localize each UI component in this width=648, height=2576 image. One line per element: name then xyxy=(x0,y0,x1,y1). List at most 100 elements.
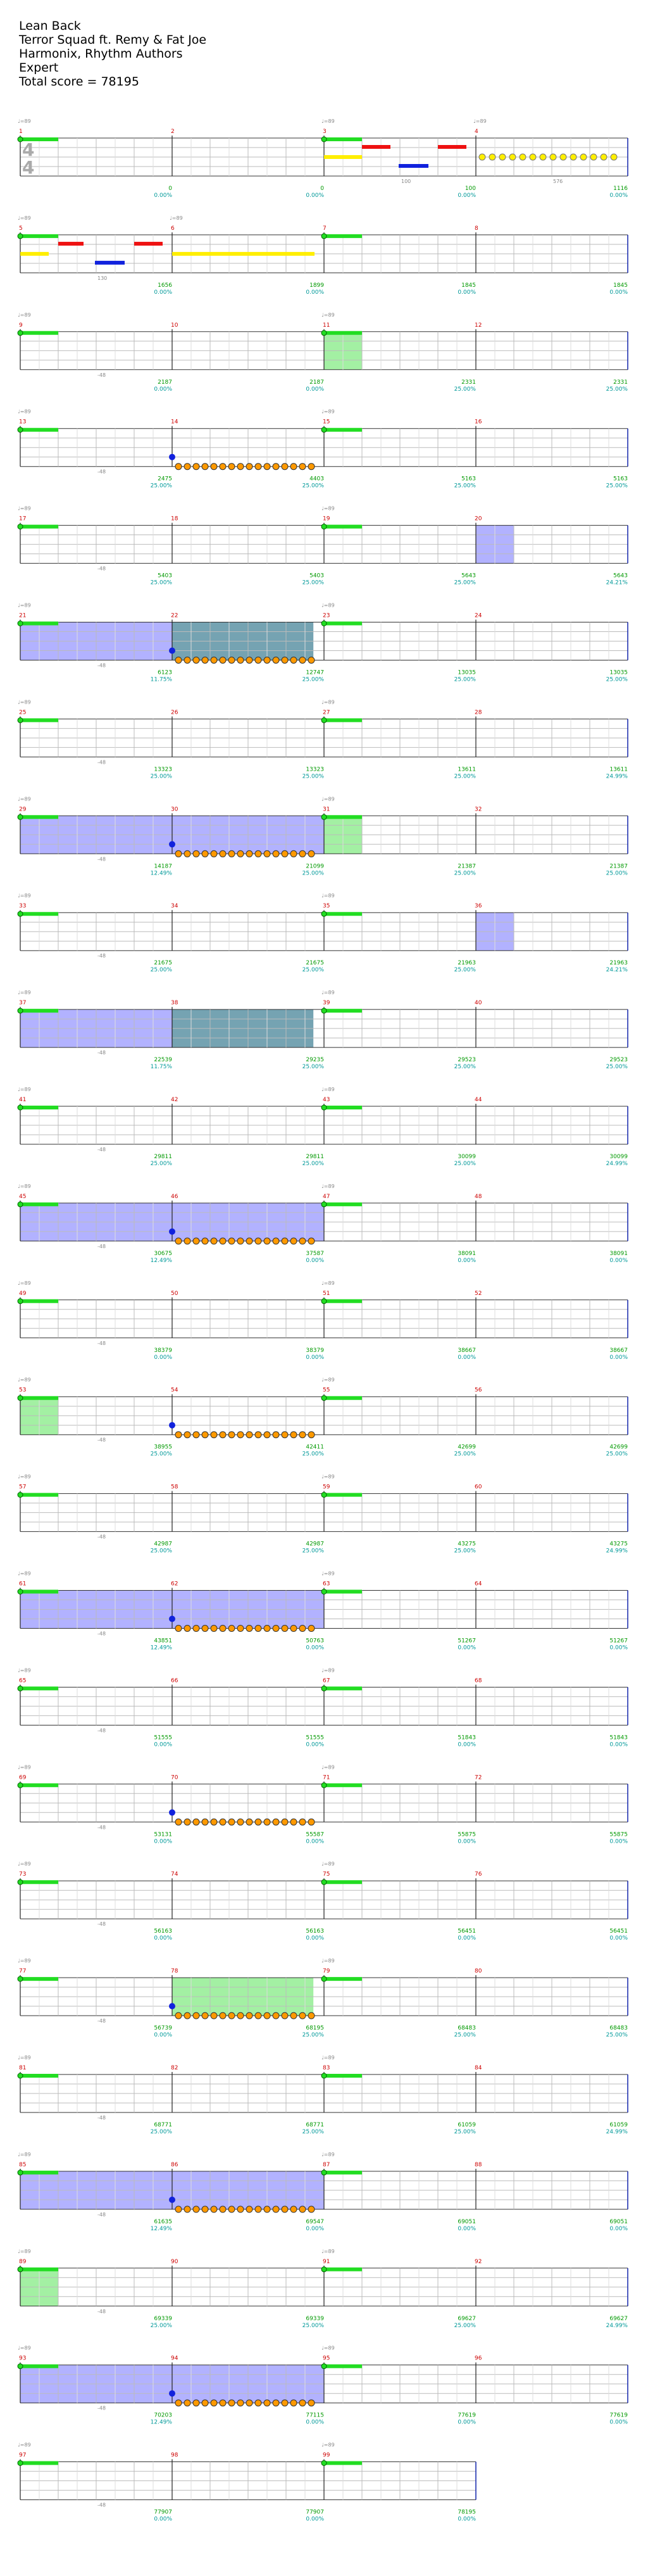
score-label: 100 xyxy=(465,186,476,192)
score-label: 38091 xyxy=(458,1251,476,1257)
cymbal-note xyxy=(299,2399,306,2407)
tempo-label: ♩=89 xyxy=(18,1667,31,1673)
tempo-label: ♩=89 xyxy=(321,1087,335,1092)
cymbal-note xyxy=(263,1625,271,1632)
score-label: 69627 xyxy=(609,2316,628,2322)
cymbal-note xyxy=(192,1625,200,1632)
bar-number: 24 xyxy=(475,613,482,619)
tom-note xyxy=(169,2390,175,2397)
cymbal-note xyxy=(175,2012,182,2019)
bar-number: 70 xyxy=(171,1774,178,1781)
cymbal-note xyxy=(246,1625,253,1632)
percent-label: 25.00% xyxy=(151,967,173,973)
cymbal-note xyxy=(184,2206,191,2213)
bar-number: 56 xyxy=(475,1387,482,1394)
percent-label: 12.49% xyxy=(151,1645,173,1651)
score-label: 4403 xyxy=(309,476,324,483)
bar-number: 3 xyxy=(323,129,327,135)
tempo-label: ♩=89 xyxy=(170,215,183,221)
open-note xyxy=(321,1201,327,1208)
bar-number: 41 xyxy=(19,1097,26,1103)
cymbal-note xyxy=(228,657,235,664)
cymbal-note xyxy=(219,463,227,470)
score-label: 30099 xyxy=(609,1154,628,1160)
yellow-note xyxy=(549,153,557,161)
score-label: 38379 xyxy=(306,1348,324,1354)
note-count-label: -48 xyxy=(97,2212,106,2218)
percent-label: 0.00% xyxy=(458,2420,476,2426)
cymbal-note xyxy=(308,463,315,470)
cymbal-note xyxy=(254,463,262,470)
yellow-note xyxy=(539,153,547,161)
percent-label: 0.00% xyxy=(306,386,324,393)
note-count-label: -48 xyxy=(97,1824,106,1830)
cymbal-note xyxy=(308,1818,315,1826)
cymbal-note xyxy=(263,1431,271,1439)
tom-note xyxy=(169,1228,175,1235)
open-note xyxy=(321,1298,327,1304)
score-label: 68483 xyxy=(458,2025,476,2031)
score-label: 56163 xyxy=(306,1928,324,1935)
bar-number: 67 xyxy=(323,1677,330,1684)
bar-number: 61 xyxy=(19,1581,26,1588)
bar-number: 14 xyxy=(171,419,178,426)
open-note xyxy=(17,1298,23,1304)
cymbal-note xyxy=(299,1818,306,1826)
bar-number: 96 xyxy=(475,2356,482,2362)
score-label: 78195 xyxy=(458,2510,476,2516)
cymbal-note xyxy=(308,657,315,664)
cymbal-note xyxy=(228,1818,235,1826)
score-label: 21099 xyxy=(306,863,324,869)
percent-label: 25.00% xyxy=(302,483,325,489)
open-note xyxy=(17,2073,23,2079)
tom-note xyxy=(169,1422,175,1429)
cymbal-note xyxy=(263,1818,271,1826)
score-label: 42411 xyxy=(306,1444,324,1451)
percent-label: 0.00% xyxy=(458,1838,476,1845)
open-note xyxy=(17,1589,23,1594)
percent-label: 0.00% xyxy=(458,1935,476,1941)
percent-label: 0.00% xyxy=(306,1354,324,1361)
cymbal-note xyxy=(184,1625,191,1632)
percent-label: 25.00% xyxy=(302,773,325,780)
score-label: 77907 xyxy=(306,2510,324,2516)
open-note xyxy=(17,1976,23,1982)
bar-number: 51 xyxy=(323,1291,330,1297)
bar-number: 17 xyxy=(19,516,26,522)
note-count-label: -48 xyxy=(97,1050,106,1056)
cymbal-note xyxy=(201,463,209,470)
open-note xyxy=(321,2073,327,2079)
open-note xyxy=(17,1685,23,1691)
percent-label: 25.00% xyxy=(454,870,477,876)
cymbal-note xyxy=(308,1237,315,1245)
bar-number: 65 xyxy=(19,1677,26,1684)
cymbal-note xyxy=(263,657,271,664)
bar-number: 50 xyxy=(171,1291,178,1297)
yellow-note xyxy=(529,153,537,161)
percent-label: 0.00% xyxy=(306,1741,324,1748)
bar-number: 79 xyxy=(323,1968,330,1974)
cymbal-note xyxy=(201,657,209,664)
score-label: 51555 xyxy=(306,1734,324,1741)
note-count-label: -48 xyxy=(97,759,106,765)
cymbal-note xyxy=(210,2012,218,2019)
tom-note xyxy=(169,1809,175,1816)
open-note xyxy=(321,1685,327,1691)
note-count-label: -48 xyxy=(97,2115,106,2121)
bar-number: 15 xyxy=(323,419,330,426)
percent-label: 25.00% xyxy=(606,2032,628,2038)
cymbal-note xyxy=(201,2206,209,2213)
yellow-note xyxy=(559,153,567,161)
bar-number: 11 xyxy=(323,322,330,329)
open-note xyxy=(17,1879,23,1885)
bar-number: 16 xyxy=(475,419,482,426)
tempo-label: ♩=89 xyxy=(321,2442,335,2448)
percent-label: 0.00% xyxy=(154,386,172,393)
percent-label: 25.00% xyxy=(302,2323,325,2329)
tempo-label: ♩=89 xyxy=(18,603,31,609)
cymbal-note xyxy=(272,1237,280,1245)
note-count-label: 100 xyxy=(401,179,411,184)
cymbal-note xyxy=(184,1431,191,1439)
cymbal-note xyxy=(246,463,253,470)
tempo-label: ♩=89 xyxy=(321,990,335,995)
